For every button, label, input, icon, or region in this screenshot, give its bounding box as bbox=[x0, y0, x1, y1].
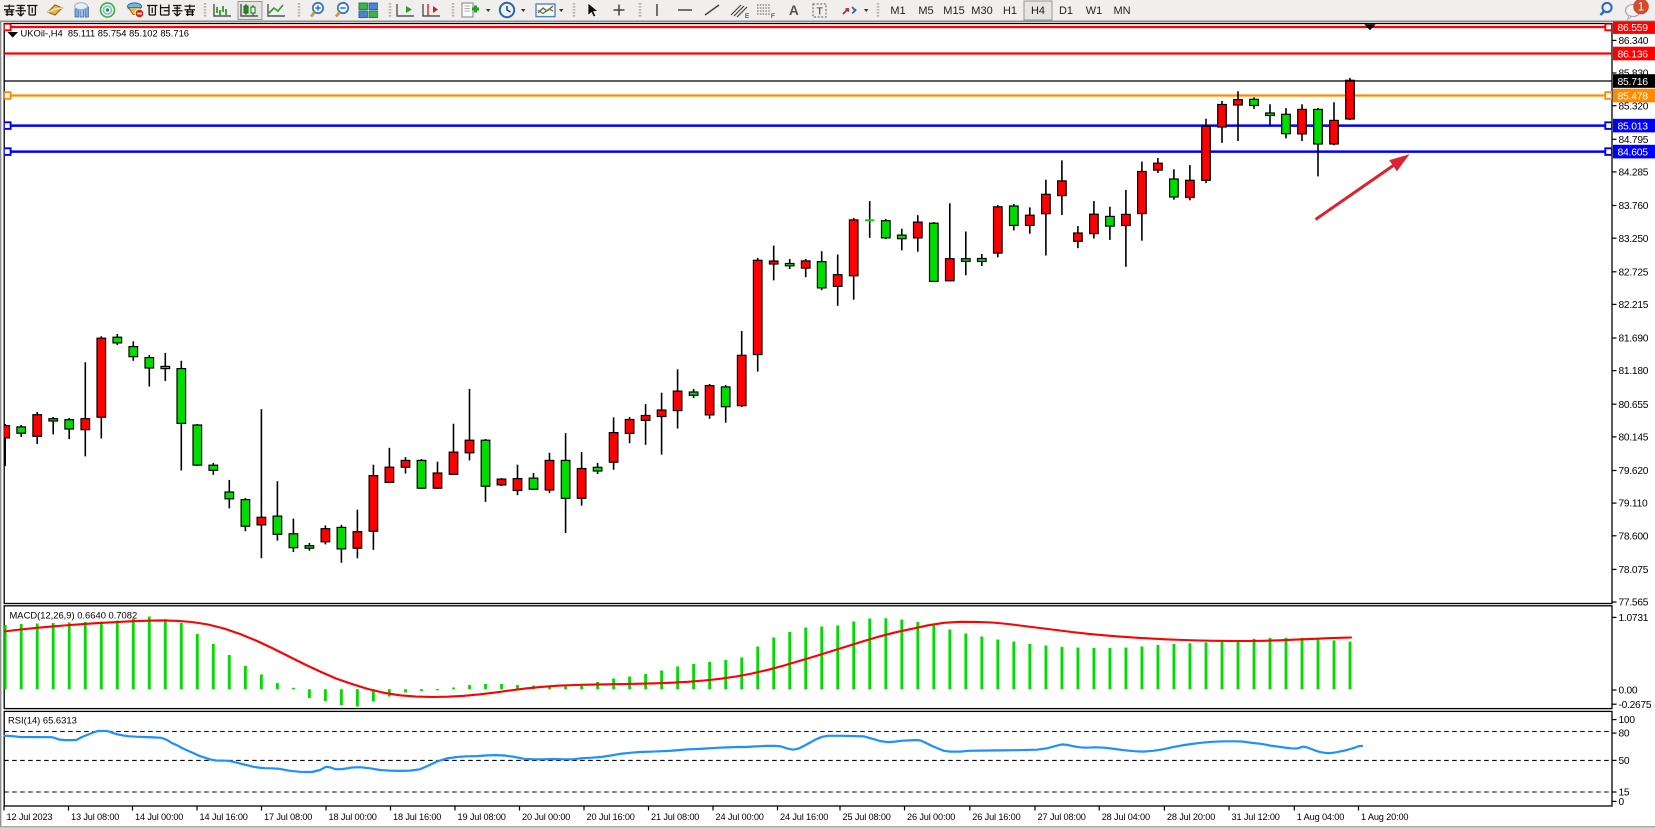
svg-text:M30: M30 bbox=[971, 5, 992, 17]
svg-text:28 Jul 20:00: 28 Jul 20:00 bbox=[1167, 812, 1215, 822]
svg-text:85.478: 85.478 bbox=[1618, 91, 1649, 102]
svg-text:83.250: 83.250 bbox=[1619, 234, 1649, 245]
svg-text:100: 100 bbox=[1619, 715, 1636, 726]
svg-text:14 Jul 16:00: 14 Jul 16:00 bbox=[200, 812, 248, 822]
svg-text:12 Jul 2023: 12 Jul 2023 bbox=[7, 812, 53, 822]
svg-text:25 Jul 08:00: 25 Jul 08:00 bbox=[843, 812, 891, 822]
svg-text:26 Jul 00:00: 26 Jul 00:00 bbox=[907, 812, 955, 822]
svg-text:21 Jul 08:00: 21 Jul 08:00 bbox=[651, 812, 699, 822]
svg-text:D1: D1 bbox=[1059, 5, 1073, 17]
svg-text:28 Jul 04:00: 28 Jul 04:00 bbox=[1102, 812, 1150, 822]
svg-text:27 Jul 08:00: 27 Jul 08:00 bbox=[1038, 812, 1086, 822]
svg-text:19 Jul 08:00: 19 Jul 08:00 bbox=[458, 812, 506, 822]
svg-text:85.716: 85.716 bbox=[1618, 77, 1649, 88]
svg-text:0.00: 0.00 bbox=[1619, 686, 1638, 697]
svg-text:H4: H4 bbox=[1031, 5, 1045, 17]
svg-text:24 Jul 00:00: 24 Jul 00:00 bbox=[716, 812, 764, 822]
svg-text:T: T bbox=[817, 6, 824, 18]
svg-text:M15: M15 bbox=[943, 5, 964, 17]
svg-text:1.0731: 1.0731 bbox=[1619, 613, 1649, 624]
svg-text:24 Jul 16:00: 24 Jul 16:00 bbox=[780, 812, 828, 822]
svg-text:15: 15 bbox=[1619, 788, 1630, 799]
svg-text:A: A bbox=[789, 3, 799, 18]
svg-text:80.655: 80.655 bbox=[1619, 400, 1649, 411]
svg-text:1 Aug 20:00: 1 Aug 20:00 bbox=[1361, 812, 1408, 822]
svg-text:81.180: 81.180 bbox=[1619, 366, 1649, 377]
svg-text:UKOil-,H4 85.111 85.754 85.10: UKOil-,H4 85.111 85.754 85.102 85.716 bbox=[21, 28, 190, 39]
svg-text:H1: H1 bbox=[1003, 5, 1017, 17]
svg-text:1: 1 bbox=[1638, 1, 1644, 13]
svg-text:14 Jul 00:00: 14 Jul 00:00 bbox=[135, 812, 183, 822]
svg-text:M5: M5 bbox=[918, 5, 933, 17]
svg-text:26 Jul 16:00: 26 Jul 16:00 bbox=[972, 812, 1020, 822]
svg-text:86.340: 86.340 bbox=[1619, 36, 1649, 47]
svg-text:13 Jul 08:00: 13 Jul 08:00 bbox=[71, 812, 119, 822]
svg-text:79.620: 79.620 bbox=[1619, 466, 1649, 477]
svg-text:MACD(12,26,9) 0.6640 0.7082: MACD(12,26,9) 0.6640 0.7082 bbox=[10, 610, 138, 621]
svg-text:79.110: 79.110 bbox=[1619, 499, 1648, 510]
svg-text:M1: M1 bbox=[890, 5, 905, 17]
svg-text:78.075: 78.075 bbox=[1619, 565, 1649, 576]
svg-text:82.725: 82.725 bbox=[1619, 267, 1649, 278]
svg-text:RSI(14) 65.6313: RSI(14) 65.6313 bbox=[8, 715, 77, 726]
svg-text:18 Jul 16:00: 18 Jul 16:00 bbox=[393, 812, 441, 822]
svg-text:85.013: 85.013 bbox=[1618, 121, 1649, 132]
svg-text:W1: W1 bbox=[1086, 5, 1103, 17]
svg-text:50: 50 bbox=[1619, 756, 1630, 767]
svg-text:31 Jul 12:00: 31 Jul 12:00 bbox=[1232, 812, 1280, 822]
svg-text:80.145: 80.145 bbox=[1619, 433, 1649, 444]
svg-text:F: F bbox=[771, 13, 775, 20]
svg-text:86.559: 86.559 bbox=[1618, 23, 1649, 34]
svg-text:20 Jul 00:00: 20 Jul 00:00 bbox=[522, 812, 570, 822]
svg-text:85.320: 85.320 bbox=[1619, 101, 1649, 112]
svg-text:85.830: 85.830 bbox=[1619, 69, 1649, 80]
svg-text:78.600: 78.600 bbox=[1619, 531, 1649, 542]
svg-text:18 Jul 00:00: 18 Jul 00:00 bbox=[329, 812, 377, 822]
svg-text:-0.2675: -0.2675 bbox=[1619, 700, 1652, 711]
svg-text:20 Jul 16:00: 20 Jul 16:00 bbox=[587, 812, 635, 822]
svg-text:84.285: 84.285 bbox=[1619, 168, 1649, 179]
svg-text:E: E bbox=[745, 13, 750, 20]
svg-text:80: 80 bbox=[1619, 729, 1630, 740]
svg-text:77.565: 77.565 bbox=[1619, 598, 1649, 609]
svg-text:84.795: 84.795 bbox=[1619, 135, 1649, 146]
svg-text:86.136: 86.136 bbox=[1618, 49, 1649, 60]
svg-text:MN: MN bbox=[1113, 5, 1130, 17]
svg-text:84.605: 84.605 bbox=[1618, 147, 1649, 158]
svg-text:82.215: 82.215 bbox=[1619, 300, 1649, 311]
svg-text:17 Jul 08:00: 17 Jul 08:00 bbox=[264, 812, 312, 822]
svg-text:0: 0 bbox=[1619, 797, 1625, 808]
svg-text:1 Aug 04:00: 1 Aug 04:00 bbox=[1297, 812, 1344, 822]
svg-text:81.690: 81.690 bbox=[1619, 334, 1649, 345]
svg-text:83.760: 83.760 bbox=[1619, 201, 1649, 212]
